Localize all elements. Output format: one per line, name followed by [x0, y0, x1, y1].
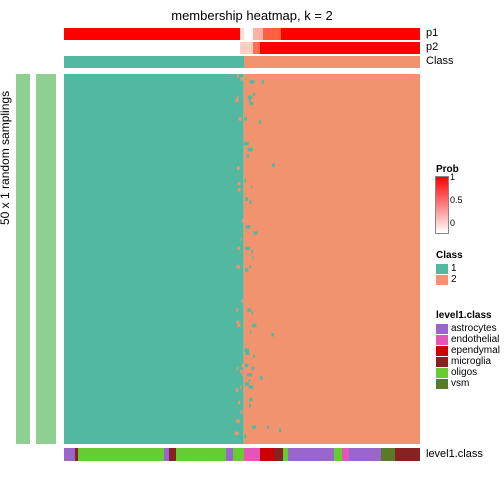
legend-swatch	[436, 275, 448, 285]
annot-segment	[263, 28, 281, 40]
legend-swatch	[436, 346, 448, 356]
annot-segment	[260, 42, 420, 54]
legend-level1: level1.class astrocytesendothelialependy…	[436, 310, 500, 389]
legend-level1-title: level1.class	[436, 310, 500, 321]
legend-label: endothelial	[451, 334, 499, 345]
legend-item: ependymal	[436, 345, 500, 356]
heatmap-body	[64, 74, 420, 444]
legend-label: ependymal	[451, 345, 500, 356]
legend-label: microglia	[451, 356, 491, 367]
legend-item: 2	[436, 274, 463, 285]
sampling-axis-label: 50 x 1 random samplings	[0, 91, 12, 225]
annot-segment	[64, 42, 240, 54]
legend-item: microglia	[436, 356, 500, 367]
legend-prob-gradient: 10.50	[436, 177, 448, 233]
rows-sidebar	[36, 74, 56, 444]
legend-prob-ticks: 10.50	[450, 172, 463, 241]
annot-segment	[281, 28, 420, 40]
level1-segment	[176, 448, 226, 461]
legend-swatch	[436, 379, 448, 389]
annotation-p2	[64, 42, 420, 54]
chart-title: membership heatmap, k = 2	[171, 8, 333, 23]
sampling-sidebar	[16, 74, 30, 444]
annotation-class-label: Class	[426, 55, 454, 67]
level1-segment	[169, 448, 176, 461]
annotation-p1-label: p1	[426, 27, 438, 39]
legend-item: oligos	[436, 367, 500, 378]
level1-segment	[349, 448, 381, 461]
level1-segment	[274, 448, 283, 461]
legend-label: oligos	[451, 367, 477, 378]
legend-label: vsm	[451, 378, 469, 389]
legend-swatch	[436, 357, 448, 367]
legend-item: endothelial	[436, 334, 500, 345]
legend-class: Class 12	[436, 250, 463, 285]
level1-segment	[233, 448, 244, 461]
annotation-p2-label: p2	[426, 41, 438, 53]
legend-label: 1	[451, 263, 457, 274]
annot-segment	[64, 28, 240, 40]
legend-swatch	[436, 264, 448, 274]
legend-swatch	[436, 335, 448, 345]
level1-segment	[288, 448, 334, 461]
legend-label: astrocytes	[451, 323, 497, 334]
legend-swatch	[436, 368, 448, 378]
annot-segment	[244, 28, 253, 40]
legend-label: 2	[451, 274, 457, 285]
legend-swatch	[436, 324, 448, 334]
level1-segment	[342, 448, 349, 461]
level1-segment	[334, 448, 341, 461]
legend-prob: Prob 10.50	[436, 164, 459, 233]
annotation-level1-label: level1.class	[426, 448, 483, 460]
legend-class-title: Class	[436, 250, 463, 261]
level1-segment	[226, 448, 233, 461]
annotation-level1	[64, 448, 420, 461]
legend-item: 1	[436, 263, 463, 274]
level1-segment	[64, 448, 75, 461]
level1-segment	[244, 448, 260, 461]
annot-segment	[64, 56, 244, 68]
legend-item: astrocytes	[436, 323, 500, 334]
annot-segment	[253, 28, 264, 40]
annot-segment	[253, 42, 260, 54]
annot-segment	[244, 56, 420, 68]
annotation-class	[64, 56, 420, 68]
level1-segment	[395, 448, 420, 461]
level1-segment	[381, 448, 395, 461]
level1-segment	[260, 448, 274, 461]
level1-segment	[78, 448, 163, 461]
legend-item: vsm	[436, 378, 500, 389]
annot-segment	[240, 42, 252, 54]
annotation-p1	[64, 28, 420, 40]
